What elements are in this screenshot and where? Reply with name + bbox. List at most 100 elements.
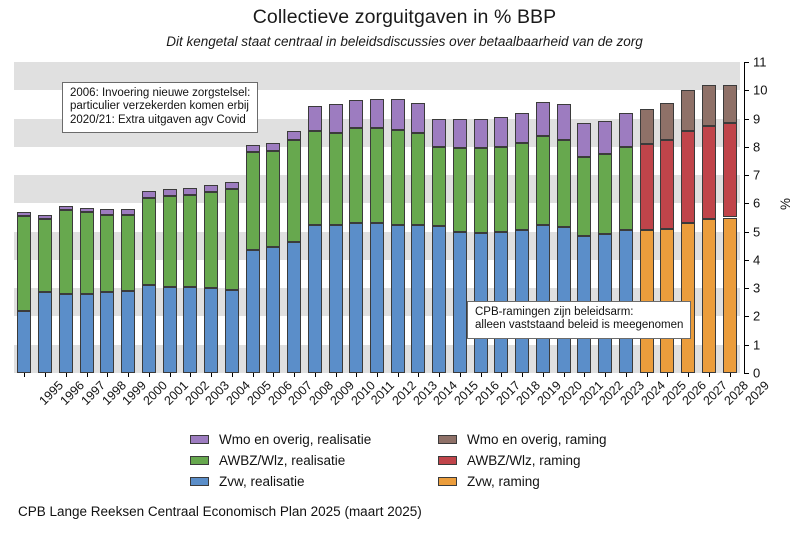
segment xyxy=(432,118,447,147)
x-tick xyxy=(294,373,296,377)
y-tick xyxy=(744,118,749,120)
segment xyxy=(287,241,302,373)
bar-2009[interactable] xyxy=(307,62,322,373)
bar-2000[interactable] xyxy=(121,62,136,373)
legend-swatch-icon xyxy=(438,476,457,486)
legend-label: Zvw, realisatie xyxy=(219,473,305,489)
segment xyxy=(494,146,509,232)
legend-swatch-icon xyxy=(190,476,209,486)
bar-1996[interactable] xyxy=(38,62,53,373)
segment xyxy=(245,145,260,153)
bar-2012[interactable] xyxy=(370,62,384,373)
bar-2004[interactable] xyxy=(204,62,219,373)
segment xyxy=(141,197,156,286)
legend-item[interactable]: Zvw, raming xyxy=(438,472,540,490)
legend-item[interactable]: Wmo en overig, realisatie xyxy=(190,430,371,448)
y-axis-spine xyxy=(744,62,745,373)
y-tick xyxy=(744,90,749,92)
legend-item[interactable]: AWBZ/Wlz, raming xyxy=(438,451,581,469)
legend-item[interactable]: Zvw, realisatie xyxy=(190,472,305,490)
segment xyxy=(390,129,405,225)
y-axis-label: % xyxy=(778,197,793,210)
legend-label: AWBZ/Wlz, realisatie xyxy=(219,452,346,468)
legend-item[interactable]: Wmo en overig, raming xyxy=(438,430,607,448)
y-tick-label: 11 xyxy=(753,54,767,70)
y-tick-label: 7 xyxy=(753,167,761,183)
legend-label: Zvw, raming xyxy=(467,473,540,489)
segment xyxy=(473,148,488,234)
segment xyxy=(639,108,654,144)
bar-2029[interactable] xyxy=(722,62,737,373)
bar-2016[interactable] xyxy=(452,62,467,373)
bar-1997[interactable] xyxy=(58,62,73,373)
bar-2011[interactable] xyxy=(349,62,364,373)
segment xyxy=(370,223,384,373)
segment xyxy=(349,128,364,224)
segment xyxy=(162,286,177,373)
x-tick xyxy=(646,373,648,377)
segment xyxy=(38,292,53,373)
segment xyxy=(38,218,53,293)
legend-label: Wmo en overig, realisatie xyxy=(219,431,372,447)
segment xyxy=(556,139,571,228)
bar-2007[interactable] xyxy=(266,62,281,373)
y-tick xyxy=(744,231,749,233)
bar-2028[interactable] xyxy=(701,62,716,373)
bar-2003[interactable] xyxy=(183,62,198,373)
bar-2008[interactable] xyxy=(287,62,302,373)
segment xyxy=(204,184,219,193)
x-tick xyxy=(563,373,565,377)
bar-2006[interactable] xyxy=(245,62,260,373)
segment xyxy=(681,90,696,132)
segment xyxy=(17,211,32,217)
segment xyxy=(287,131,302,140)
segment xyxy=(349,100,364,129)
legend-swatch-icon xyxy=(190,455,209,465)
segment xyxy=(515,112,530,143)
y-tick-label: 8 xyxy=(753,139,761,155)
segment xyxy=(121,209,136,215)
segment xyxy=(141,190,156,198)
segment xyxy=(38,214,53,219)
y-tick xyxy=(744,203,749,205)
x-tick xyxy=(24,373,26,377)
segment xyxy=(100,292,115,373)
x-tick xyxy=(501,373,503,377)
legend-swatch-icon xyxy=(438,434,457,444)
bar-2010[interactable] xyxy=(328,62,343,373)
bar-1998[interactable] xyxy=(79,62,94,373)
x-tick xyxy=(522,373,524,377)
bar-2013[interactable] xyxy=(390,62,405,373)
bar-2001[interactable] xyxy=(141,62,156,373)
bar-2005[interactable] xyxy=(224,62,239,373)
segment xyxy=(162,196,177,287)
segment xyxy=(390,98,405,130)
y-tick-label: 5 xyxy=(753,224,761,240)
segment xyxy=(535,101,550,136)
legend-item[interactable]: AWBZ/Wlz, realisatie xyxy=(190,451,345,469)
x-tick xyxy=(169,373,171,377)
segment xyxy=(722,217,737,373)
legend-swatch-icon xyxy=(438,455,457,465)
segment xyxy=(722,84,737,123)
segment xyxy=(204,288,219,373)
x-tick xyxy=(128,373,130,377)
segment xyxy=(411,102,426,133)
segment xyxy=(494,117,509,147)
segment xyxy=(535,135,550,225)
y-axis: 0 1 2 3 4 5 6 7 8 9 10 11 xyxy=(744,56,784,380)
bar-1999[interactable] xyxy=(100,62,115,373)
bar-1995[interactable] xyxy=(17,62,32,373)
x-tick xyxy=(418,373,420,377)
segment xyxy=(598,153,613,235)
bar-2014[interactable] xyxy=(411,62,426,373)
source-footer: CPB Lange Reeksen Centraal Economisch Pl… xyxy=(18,504,422,519)
segment xyxy=(245,250,260,373)
segment xyxy=(224,182,239,190)
page-title: Collectieve zorguitgaven in % BBP xyxy=(252,6,557,28)
segment xyxy=(577,122,592,157)
segment xyxy=(307,131,322,225)
bar-2002[interactable] xyxy=(162,62,177,373)
bar-2015[interactable] xyxy=(432,62,447,373)
